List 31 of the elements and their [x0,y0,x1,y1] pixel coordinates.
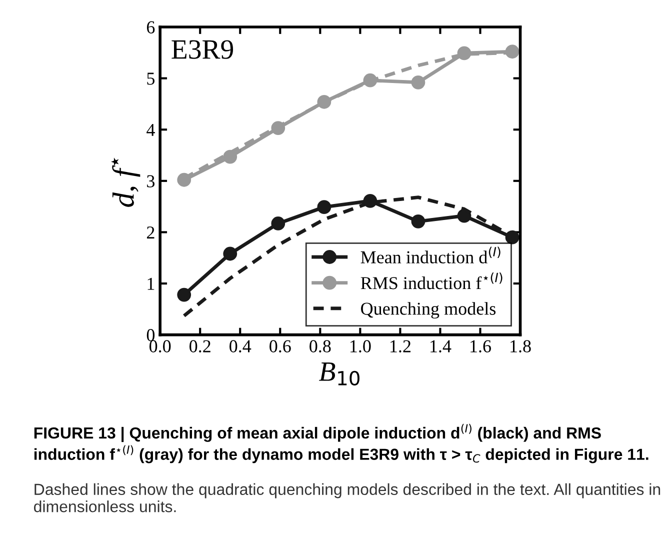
point [317,200,332,214]
x-tick-label: 0.6 [270,340,291,352]
x-tick-label: 1.0 [350,340,371,352]
legend-label: Mean induction d$^{(I)}$ [360,246,500,264]
x-tick-label: 1.4 [430,340,452,352]
point [271,216,286,230]
x-tick-label: 1.2 [390,340,410,352]
text: Dashed lines show the quadratic quenching models described in the text. All quantities in dimensionless units. [34,483,660,512]
x-tick-label: 1.6 [470,340,491,352]
x-tick-label: 0.8 [310,340,331,352]
x-tick-label: 0.0 [149,340,171,352]
y-tick-label: 1 [148,278,154,290]
annotation: E3R9 [172,40,234,59]
x-axis-title: B$_{10}$ [319,362,360,386]
point [411,75,426,90]
x-tick-label: 0.2 [190,340,210,352]
y-tick-label: 4 [146,124,155,136]
legend-label: RMS induction f$^{⋆(I)}$ [360,272,502,290]
x-tick-label: 0.4 [230,340,252,352]
legend-label: Quenching models [361,302,496,319]
y-axis-title: d, f$^{⋆}$ [110,158,140,207]
y-tick-label: 2 [146,226,154,238]
point [177,288,192,302]
text: FIGURE 13 | Quenching of mean axial dipole induction d$^{(I)}$ (black) and RMS induction f$^{⋆(I)}$ (gray) for the dynamo model E3R9 with τ > τ$_{C}$ depicted in Figure 11. [34,424,648,464]
point [223,246,238,261]
y-tick-label: 0 [146,329,155,342]
y-tick-label: 5 [147,72,155,85]
y-tick-label: 6 [146,21,155,34]
x-tick-label: 1.8 [510,340,531,352]
y-tick-label: 3 [147,175,155,188]
point [411,214,426,228]
